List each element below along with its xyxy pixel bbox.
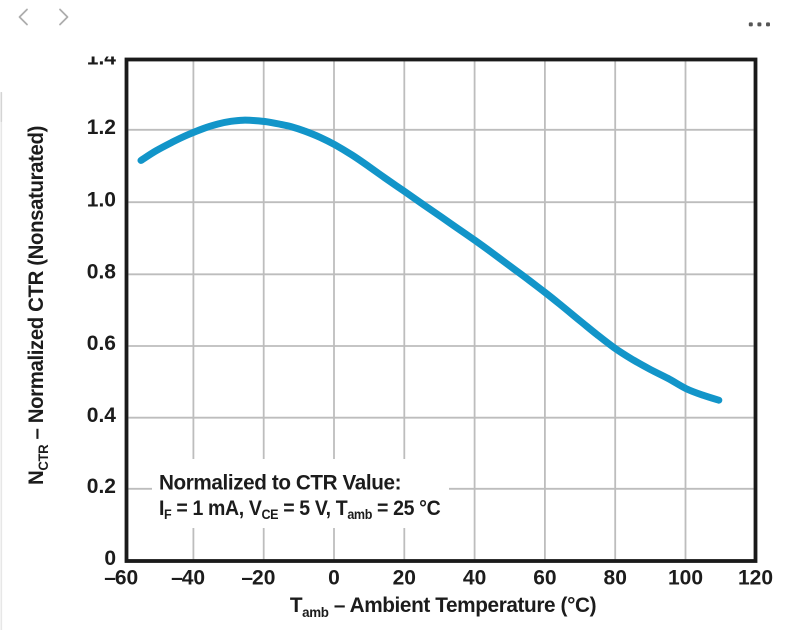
svg-text:0.4: 0.4: [87, 404, 117, 427]
svg-text:0.2: 0.2: [87, 475, 116, 498]
svg-text:60: 60: [533, 567, 556, 590]
svg-text:0: 0: [104, 547, 116, 570]
svg-text:40: 40: [182, 567, 205, 590]
svg-text:100: 100: [668, 567, 703, 590]
svg-text:–: –: [171, 567, 183, 590]
svg-text:Normalized to CTR Value:: Normalized to CTR Value:: [159, 471, 401, 494]
svg-text:0.6: 0.6: [87, 332, 116, 355]
svg-text:1.0: 1.0: [87, 188, 116, 211]
svg-text:20: 20: [252, 567, 275, 590]
svg-text:60: 60: [115, 567, 138, 590]
svg-text:20: 20: [393, 567, 416, 590]
svg-text:0.8: 0.8: [87, 261, 117, 284]
svg-text:80: 80: [604, 567, 627, 590]
svg-text:1.2: 1.2: [87, 116, 116, 139]
svg-text:40: 40: [463, 567, 486, 590]
svg-text:IF = 1 mA, VCE = 5 V, Tamb = 2: IF = 1 mA, VCE = 5 V, Tamb = 25 °C: [159, 497, 441, 522]
svg-text:–: –: [104, 567, 116, 590]
svg-text:Tamb – Ambient Temperature (°C: Tamb – Ambient Temperature (°C): [290, 594, 596, 620]
svg-text:120: 120: [738, 567, 773, 590]
svg-text:NCTR – Normalized CTR (Nonsatu: NCTR – Normalized CTR (Nonsaturated): [25, 126, 51, 485]
svg-text:–: –: [241, 567, 253, 590]
svg-text:0: 0: [328, 567, 340, 590]
